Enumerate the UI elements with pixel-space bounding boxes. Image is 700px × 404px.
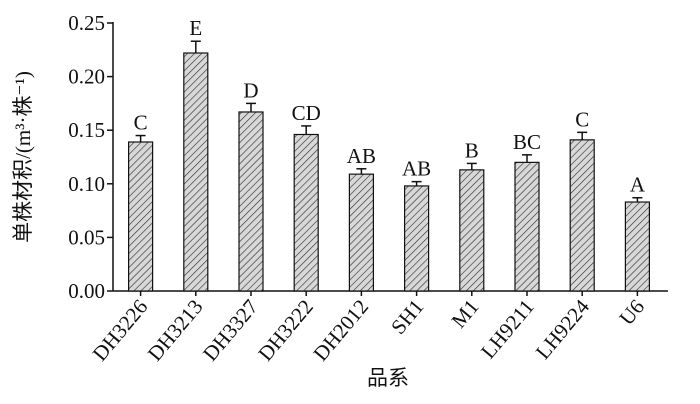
y-tick-label: 0.15	[68, 118, 105, 142]
x-tick-label: DH3222	[253, 295, 318, 366]
x-tick-label: U6	[614, 295, 649, 330]
significance-letter: A	[630, 173, 646, 197]
y-tick-label: 0.25	[68, 11, 105, 35]
bar-hatch	[293, 133, 319, 292]
x-tick-label: LH9224	[531, 294, 595, 363]
bar-hatch	[624, 201, 651, 292]
x-tick-label: LH9211	[476, 295, 539, 363]
significance-letter: AB	[347, 144, 376, 168]
bar-hatch	[183, 52, 209, 292]
bar-hatch	[128, 141, 154, 292]
x-tick-label: DH3226	[88, 295, 153, 366]
significance-letter: C	[575, 107, 589, 131]
bar-hatch	[569, 139, 595, 292]
significance-letter: BC	[513, 130, 541, 154]
significance-letter: AB	[402, 157, 431, 181]
x-tick-label: DH2012	[308, 295, 373, 366]
significance-letter: E	[189, 16, 202, 40]
y-tick-label: 0.05	[68, 225, 105, 249]
x-axis-label: 品系	[367, 366, 409, 390]
y-tick-label: 0.20	[68, 65, 105, 89]
y-tick-label: 0.00	[68, 279, 105, 303]
bar-hatch	[238, 111, 264, 292]
x-tick-label: DH3327	[198, 295, 263, 366]
bar-hatch	[459, 169, 485, 292]
x-tick-label: M1	[446, 295, 483, 333]
bar-hatch	[404, 185, 430, 292]
bar-hatch	[514, 161, 540, 292]
x-tick-label: DH3213	[143, 295, 208, 366]
y-tick-label: 0.10	[68, 172, 105, 196]
bar-hatch	[348, 173, 374, 292]
significance-letter: D	[243, 78, 258, 102]
y-axis-label: 单株材积/(m³·株⁻¹)	[11, 71, 35, 243]
significance-letter: C	[134, 111, 148, 135]
significance-letter: B	[465, 138, 479, 162]
significance-letter: CD	[292, 101, 321, 125]
x-tick-label: SH1	[386, 295, 428, 339]
